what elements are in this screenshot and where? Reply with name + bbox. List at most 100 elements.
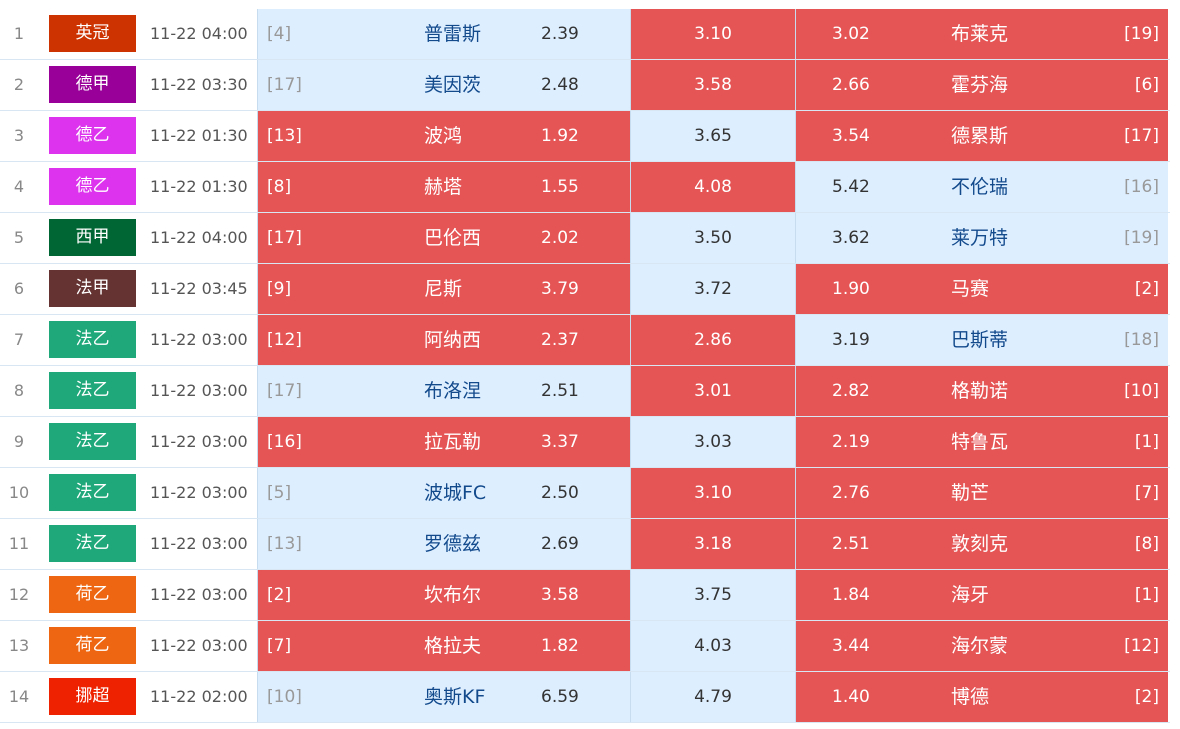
away-team[interactable]: 勒芒 bbox=[951, 482, 990, 504]
home-team[interactable]: 拉瓦勒 bbox=[424, 431, 482, 453]
away-win-cell[interactable]: 3.02 布莱克 [19] bbox=[795, 9, 1168, 59]
draw-odds: 3.50 bbox=[694, 228, 732, 248]
home-win-cell[interactable]: [5] 波城FC 2.50 bbox=[257, 468, 630, 518]
draw-cell[interactable]: 3.75 bbox=[630, 570, 795, 620]
league-badge[interactable]: 法乙 bbox=[49, 474, 136, 511]
home-odds: 2.48 bbox=[541, 75, 579, 95]
league-badge[interactable]: 德乙 bbox=[49, 168, 136, 205]
league-badge[interactable]: 德甲 bbox=[49, 66, 136, 103]
away-team[interactable]: 德累斯 bbox=[951, 125, 1009, 147]
away-win-cell[interactable]: 2.19 特鲁瓦 [1] bbox=[795, 417, 1168, 467]
draw-cell[interactable]: 3.50 bbox=[630, 213, 795, 263]
away-team[interactable]: 巴斯蒂 bbox=[951, 329, 1009, 351]
draw-cell[interactable]: 4.08 bbox=[630, 162, 795, 212]
home-team[interactable]: 尼斯 bbox=[424, 278, 463, 300]
home-win-cell[interactable]: [17] 美因茨 2.48 bbox=[257, 60, 630, 110]
away-rank: [7] bbox=[1134, 483, 1159, 503]
home-win-cell[interactable]: [13] 罗德兹 2.69 bbox=[257, 519, 630, 569]
home-win-cell[interactable]: [4] 普雷斯 2.39 bbox=[257, 9, 630, 59]
away-team[interactable]: 海牙 bbox=[951, 584, 990, 606]
league-badge[interactable]: 法乙 bbox=[49, 321, 136, 358]
league-badge[interactable]: 法乙 bbox=[49, 423, 136, 460]
away-win-cell[interactable]: 2.51 敦刻克 [8] bbox=[795, 519, 1168, 569]
league-badge[interactable]: 西甲 bbox=[49, 219, 136, 256]
away-win-cell[interactable]: 3.44 海尔蒙 [12] bbox=[795, 621, 1168, 671]
home-team[interactable]: 赫塔 bbox=[424, 176, 463, 198]
draw-cell[interactable]: 3.10 bbox=[630, 468, 795, 518]
league-badge[interactable]: 德乙 bbox=[49, 117, 136, 154]
away-win-cell[interactable]: 3.19 巴斯蒂 [18] bbox=[795, 315, 1168, 365]
draw-cell[interactable]: 4.79 bbox=[630, 672, 795, 722]
away-win-cell[interactable]: 2.76 勒芒 [7] bbox=[795, 468, 1168, 518]
home-team[interactable]: 坎布尔 bbox=[424, 584, 482, 606]
away-team[interactable]: 格勒诺 bbox=[951, 380, 1009, 402]
league-badge[interactable]: 法乙 bbox=[49, 372, 136, 409]
home-odds: 1.82 bbox=[541, 636, 579, 656]
away-odds: 3.44 bbox=[832, 636, 870, 656]
away-team[interactable]: 海尔蒙 bbox=[951, 635, 1009, 657]
home-team[interactable]: 罗德兹 bbox=[424, 533, 482, 555]
draw-cell[interactable]: 2.86 bbox=[630, 315, 795, 365]
away-team[interactable]: 不伦瑞 bbox=[951, 176, 1009, 198]
away-win-cell[interactable]: 1.90 马赛 [2] bbox=[795, 264, 1168, 314]
draw-cell[interactable]: 3.72 bbox=[630, 264, 795, 314]
away-team[interactable]: 霍芬海 bbox=[951, 74, 1009, 96]
league-badge[interactable]: 法乙 bbox=[49, 525, 136, 562]
away-rank: [17] bbox=[1124, 126, 1159, 146]
home-team[interactable]: 巴伦西 bbox=[424, 227, 482, 249]
away-team[interactable]: 敦刻克 bbox=[951, 533, 1009, 555]
away-win-cell[interactable]: 2.82 格勒诺 [10] bbox=[795, 366, 1168, 416]
home-team[interactable]: 波鸿 bbox=[424, 125, 463, 147]
away-team[interactable]: 博德 bbox=[951, 686, 990, 708]
league-badge[interactable]: 法甲 bbox=[49, 270, 136, 307]
home-win-cell[interactable]: [17] 布洛涅 2.51 bbox=[257, 366, 630, 416]
home-win-cell[interactable]: [9] 尼斯 3.79 bbox=[257, 264, 630, 314]
away-rank: [6] bbox=[1134, 75, 1159, 95]
draw-cell[interactable]: 3.03 bbox=[630, 417, 795, 467]
home-team[interactable]: 波城FC bbox=[424, 482, 487, 504]
draw-cell[interactable]: 4.03 bbox=[630, 621, 795, 671]
home-win-cell[interactable]: [12] 阿纳西 2.37 bbox=[257, 315, 630, 365]
home-win-cell[interactable]: [2] 坎布尔 3.58 bbox=[257, 570, 630, 620]
league-badge[interactable]: 英冠 bbox=[49, 15, 136, 52]
away-team[interactable]: 特鲁瓦 bbox=[951, 431, 1009, 453]
home-win-cell[interactable]: [16] 拉瓦勒 3.37 bbox=[257, 417, 630, 467]
away-win-cell[interactable]: 3.62 莱万特 [19] bbox=[795, 213, 1168, 263]
draw-cell[interactable]: 3.65 bbox=[630, 111, 795, 161]
row-number: 13 bbox=[8, 636, 30, 655]
away-win-cell[interactable]: 1.40 博德 [2] bbox=[795, 672, 1168, 722]
home-team[interactable]: 美因茨 bbox=[424, 74, 482, 96]
home-win-cell[interactable]: [10] 奥斯KF 6.59 bbox=[257, 672, 630, 722]
home-odds: 3.37 bbox=[541, 432, 579, 452]
home-odds: 2.39 bbox=[541, 24, 579, 44]
league-badge[interactable]: 挪超 bbox=[49, 678, 136, 715]
away-win-cell[interactable]: 3.54 德累斯 [17] bbox=[795, 111, 1168, 161]
away-win-cell[interactable]: 5.42 不伦瑞 [16] bbox=[795, 162, 1168, 212]
home-win-cell[interactable]: [7] 格拉夫 1.82 bbox=[257, 621, 630, 671]
draw-odds: 3.72 bbox=[694, 279, 732, 299]
league-badge[interactable]: 荷乙 bbox=[49, 627, 136, 664]
draw-cell[interactable]: 3.10 bbox=[630, 9, 795, 59]
away-odds: 3.02 bbox=[832, 24, 870, 44]
match-odds-table: 1 英冠 11-22 04:00 [4] 普雷斯 2.39 3.10 3.02 … bbox=[0, 9, 1170, 723]
home-win-cell[interactable]: [13] 波鸿 1.92 bbox=[257, 111, 630, 161]
league-badge[interactable]: 荷乙 bbox=[49, 576, 136, 613]
away-team[interactable]: 布莱克 bbox=[951, 23, 1009, 45]
draw-odds: 3.10 bbox=[694, 483, 732, 503]
home-team[interactable]: 阿纳西 bbox=[424, 329, 482, 351]
home-win-cell[interactable]: [8] 赫塔 1.55 bbox=[257, 162, 630, 212]
home-team[interactable]: 奥斯KF bbox=[424, 686, 486, 708]
home-team[interactable]: 格拉夫 bbox=[424, 635, 482, 657]
away-team[interactable]: 马赛 bbox=[951, 278, 990, 300]
draw-odds: 3.75 bbox=[694, 585, 732, 605]
home-win-cell[interactable]: [17] 巴伦西 2.02 bbox=[257, 213, 630, 263]
home-odds: 2.02 bbox=[541, 228, 579, 248]
away-team[interactable]: 莱万特 bbox=[951, 227, 1009, 249]
home-team[interactable]: 布洛涅 bbox=[424, 380, 482, 402]
away-win-cell[interactable]: 1.84 海牙 [1] bbox=[795, 570, 1168, 620]
away-win-cell[interactable]: 2.66 霍芬海 [6] bbox=[795, 60, 1168, 110]
draw-cell[interactable]: 3.01 bbox=[630, 366, 795, 416]
home-team[interactable]: 普雷斯 bbox=[424, 23, 482, 45]
draw-cell[interactable]: 3.58 bbox=[630, 60, 795, 110]
draw-cell[interactable]: 3.18 bbox=[630, 519, 795, 569]
